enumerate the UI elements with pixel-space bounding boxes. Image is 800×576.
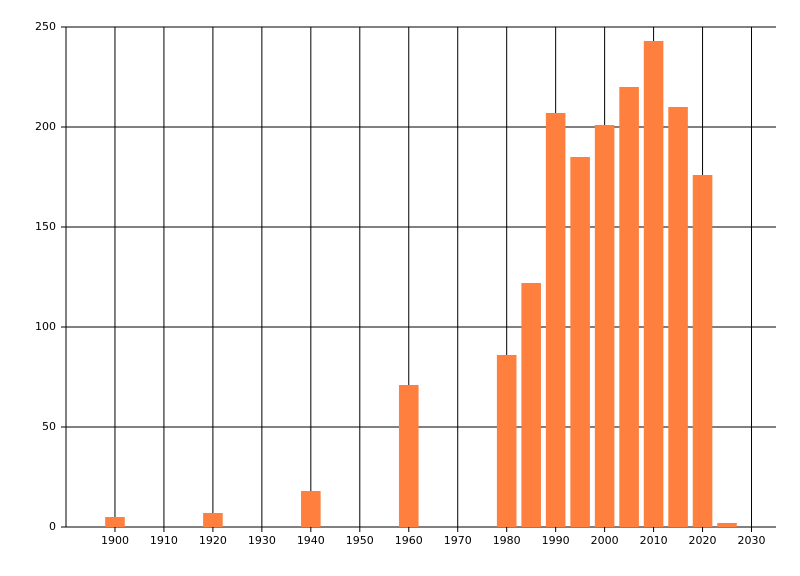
x-tick-label: 1970	[444, 534, 472, 547]
y-tick-label: 200	[35, 120, 56, 133]
x-tick-label: 1980	[493, 534, 521, 547]
bar	[398, 385, 419, 527]
bar	[692, 175, 713, 527]
bar	[105, 517, 125, 527]
bar	[668, 107, 688, 527]
bar	[643, 41, 664, 527]
x-tick-label: 2020	[689, 534, 717, 547]
x-tick-label: 1910	[150, 534, 178, 547]
x-tick-label: 1900	[101, 534, 129, 547]
x-tick-label: 1990	[542, 534, 570, 547]
y-tick-label: 250	[35, 20, 56, 33]
y-tick-label: 50	[42, 420, 56, 433]
bar	[545, 113, 566, 527]
bar	[203, 513, 223, 527]
x-tick-label: 1950	[346, 534, 374, 547]
x-tick-label: 1960	[395, 534, 423, 547]
bar	[717, 523, 737, 527]
x-tick-label: 2030	[738, 534, 766, 547]
y-tick-label: 150	[35, 220, 56, 233]
bar	[521, 283, 541, 527]
bar	[619, 87, 639, 527]
x-tick-label: 2010	[640, 534, 668, 547]
bar	[496, 355, 517, 527]
bar	[570, 157, 590, 527]
bar	[301, 491, 321, 527]
x-tick-label: 1920	[199, 534, 227, 547]
y-tick-label: 0	[49, 520, 56, 533]
x-tick-label: 1930	[248, 534, 276, 547]
x-tick-label: 2000	[591, 534, 619, 547]
bar	[594, 125, 615, 527]
y-tick-label: 100	[35, 320, 56, 333]
x-tick-label: 1940	[297, 534, 325, 547]
